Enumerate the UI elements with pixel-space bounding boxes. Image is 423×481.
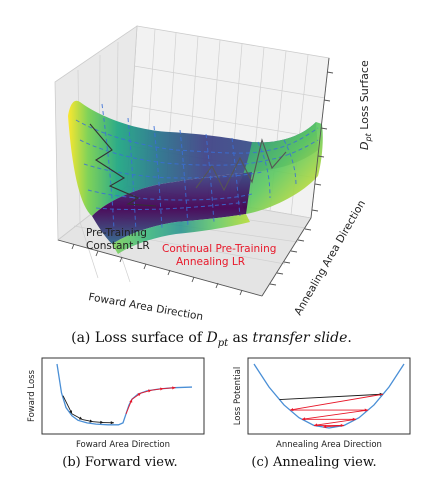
forward-arrow-red bbox=[125, 399, 133, 415]
annealing-arrows bbox=[279, 392, 384, 429]
axis-edges bbox=[57, 57, 330, 297]
x-axis-label: Foward Area Direction bbox=[87, 291, 204, 323]
caption-a-italic: transfer slide bbox=[252, 330, 348, 346]
forward-loss-curve bbox=[56, 363, 193, 426]
forward-arrow-black bbox=[92, 420, 104, 424]
caption-a-end: . bbox=[347, 330, 352, 346]
forward-y-label: Foward Loss bbox=[27, 369, 37, 422]
forward-arrow-black bbox=[82, 419, 94, 423]
forward-view-chart: Foward Area Direction Foward Loss bbox=[27, 357, 205, 450]
forward-arrow-red bbox=[131, 392, 142, 400]
forward-arrows bbox=[62, 386, 176, 425]
annealing-x-label: Annealing Area Direction bbox=[276, 440, 382, 450]
annealing-arrow-red bbox=[290, 408, 368, 412]
caption-c: (c) Annealing view. bbox=[251, 455, 377, 470]
forward-arrow-red bbox=[163, 386, 176, 390]
annotation-continual-line1: Continual Pre-Training bbox=[162, 243, 276, 255]
surface-right-wall bbox=[236, 122, 323, 214]
annealing-series-line bbox=[253, 363, 405, 429]
annotation-pretraining-line1: Pre-Training bbox=[86, 227, 147, 239]
forward-series-line bbox=[56, 363, 193, 426]
surface-back-wall bbox=[68, 100, 318, 216]
annealing-arrow-red bbox=[322, 424, 345, 429]
forward-x-label: Foward Area Direction bbox=[76, 440, 170, 450]
forward-arrow-red bbox=[151, 387, 164, 391]
annealing-view-chart: Annealing Area Direction Loss Potential bbox=[233, 357, 411, 450]
annealing-potential-curve bbox=[253, 363, 405, 429]
trajectory-pretraining bbox=[89, 123, 157, 207]
forward-arrow-black bbox=[62, 395, 73, 415]
trajectory-continual bbox=[195, 138, 287, 192]
annealing-y-label: Loss Potential bbox=[233, 367, 243, 426]
caption-a-symbol: D bbox=[206, 330, 218, 346]
z-axis-label: Dpt Loss Surface bbox=[358, 60, 373, 150]
caption-a-subscript: pt bbox=[217, 337, 229, 349]
annealing-axes bbox=[247, 357, 411, 435]
forward-arrow-black bbox=[103, 421, 115, 425]
annealing-arrow-black bbox=[279, 392, 384, 401]
annotation-pretraining-line2: Constant LR bbox=[86, 240, 150, 252]
caption-a-prefix: (a) Loss surface of bbox=[71, 330, 207, 346]
forward-axes bbox=[41, 357, 205, 435]
annotation-continual-line2: Annealing LR bbox=[176, 256, 245, 268]
axis-ticks bbox=[71, 71, 334, 296]
loss-surface-figure: Dpt Loss Surface Foward Area Direction A… bbox=[54, 25, 373, 323]
surface-wireframe bbox=[75, 103, 319, 233]
surface-front-lip bbox=[112, 214, 250, 254]
forward-arrow-black bbox=[71, 413, 83, 420]
forward-arrow-red bbox=[140, 389, 152, 394]
caption-b: (b) Forward view. bbox=[62, 455, 178, 470]
caption-a-middle: as bbox=[228, 330, 253, 346]
caption-a: (a) Loss surface of Dpt as transfer slid… bbox=[0, 330, 423, 349]
